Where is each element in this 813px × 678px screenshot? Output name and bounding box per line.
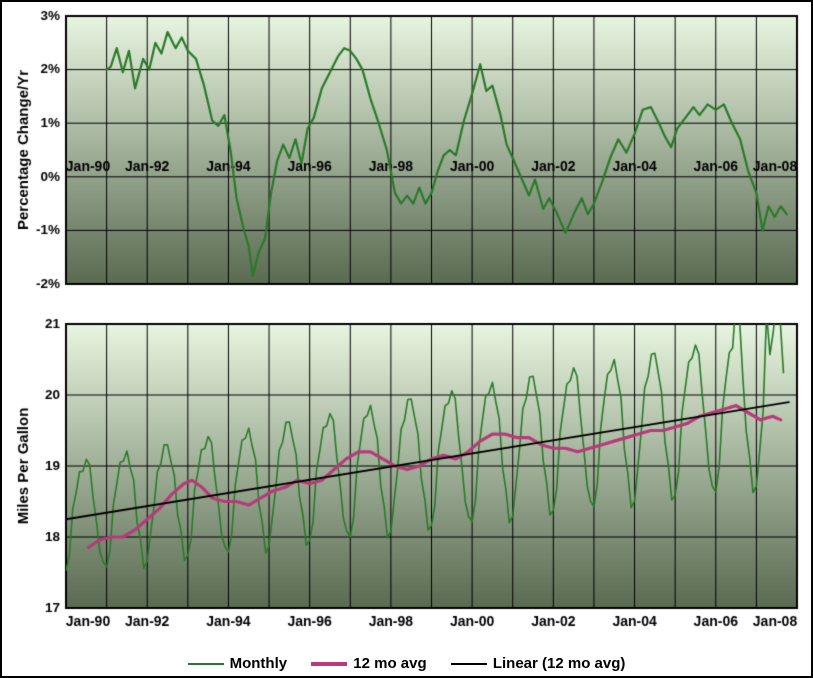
legend-label: Monthly	[230, 655, 288, 672]
legend-item-linear: Linear (12 mo avg)	[451, 655, 626, 672]
legend-label: Linear (12 mo avg)	[493, 655, 626, 672]
bottom-chart-panel	[8, 316, 805, 636]
mpg-chart	[8, 316, 805, 636]
top-chart-panel	[8, 8, 805, 308]
pct-change-chart	[8, 8, 805, 308]
legend-item-12mo: 12 mo avg	[311, 655, 426, 672]
legend-label: 12 mo avg	[353, 655, 426, 672]
legend-item-monthly: Monthly	[188, 655, 288, 672]
legend: Monthly 12 mo avg Linear (12 mo avg)	[2, 654, 811, 672]
